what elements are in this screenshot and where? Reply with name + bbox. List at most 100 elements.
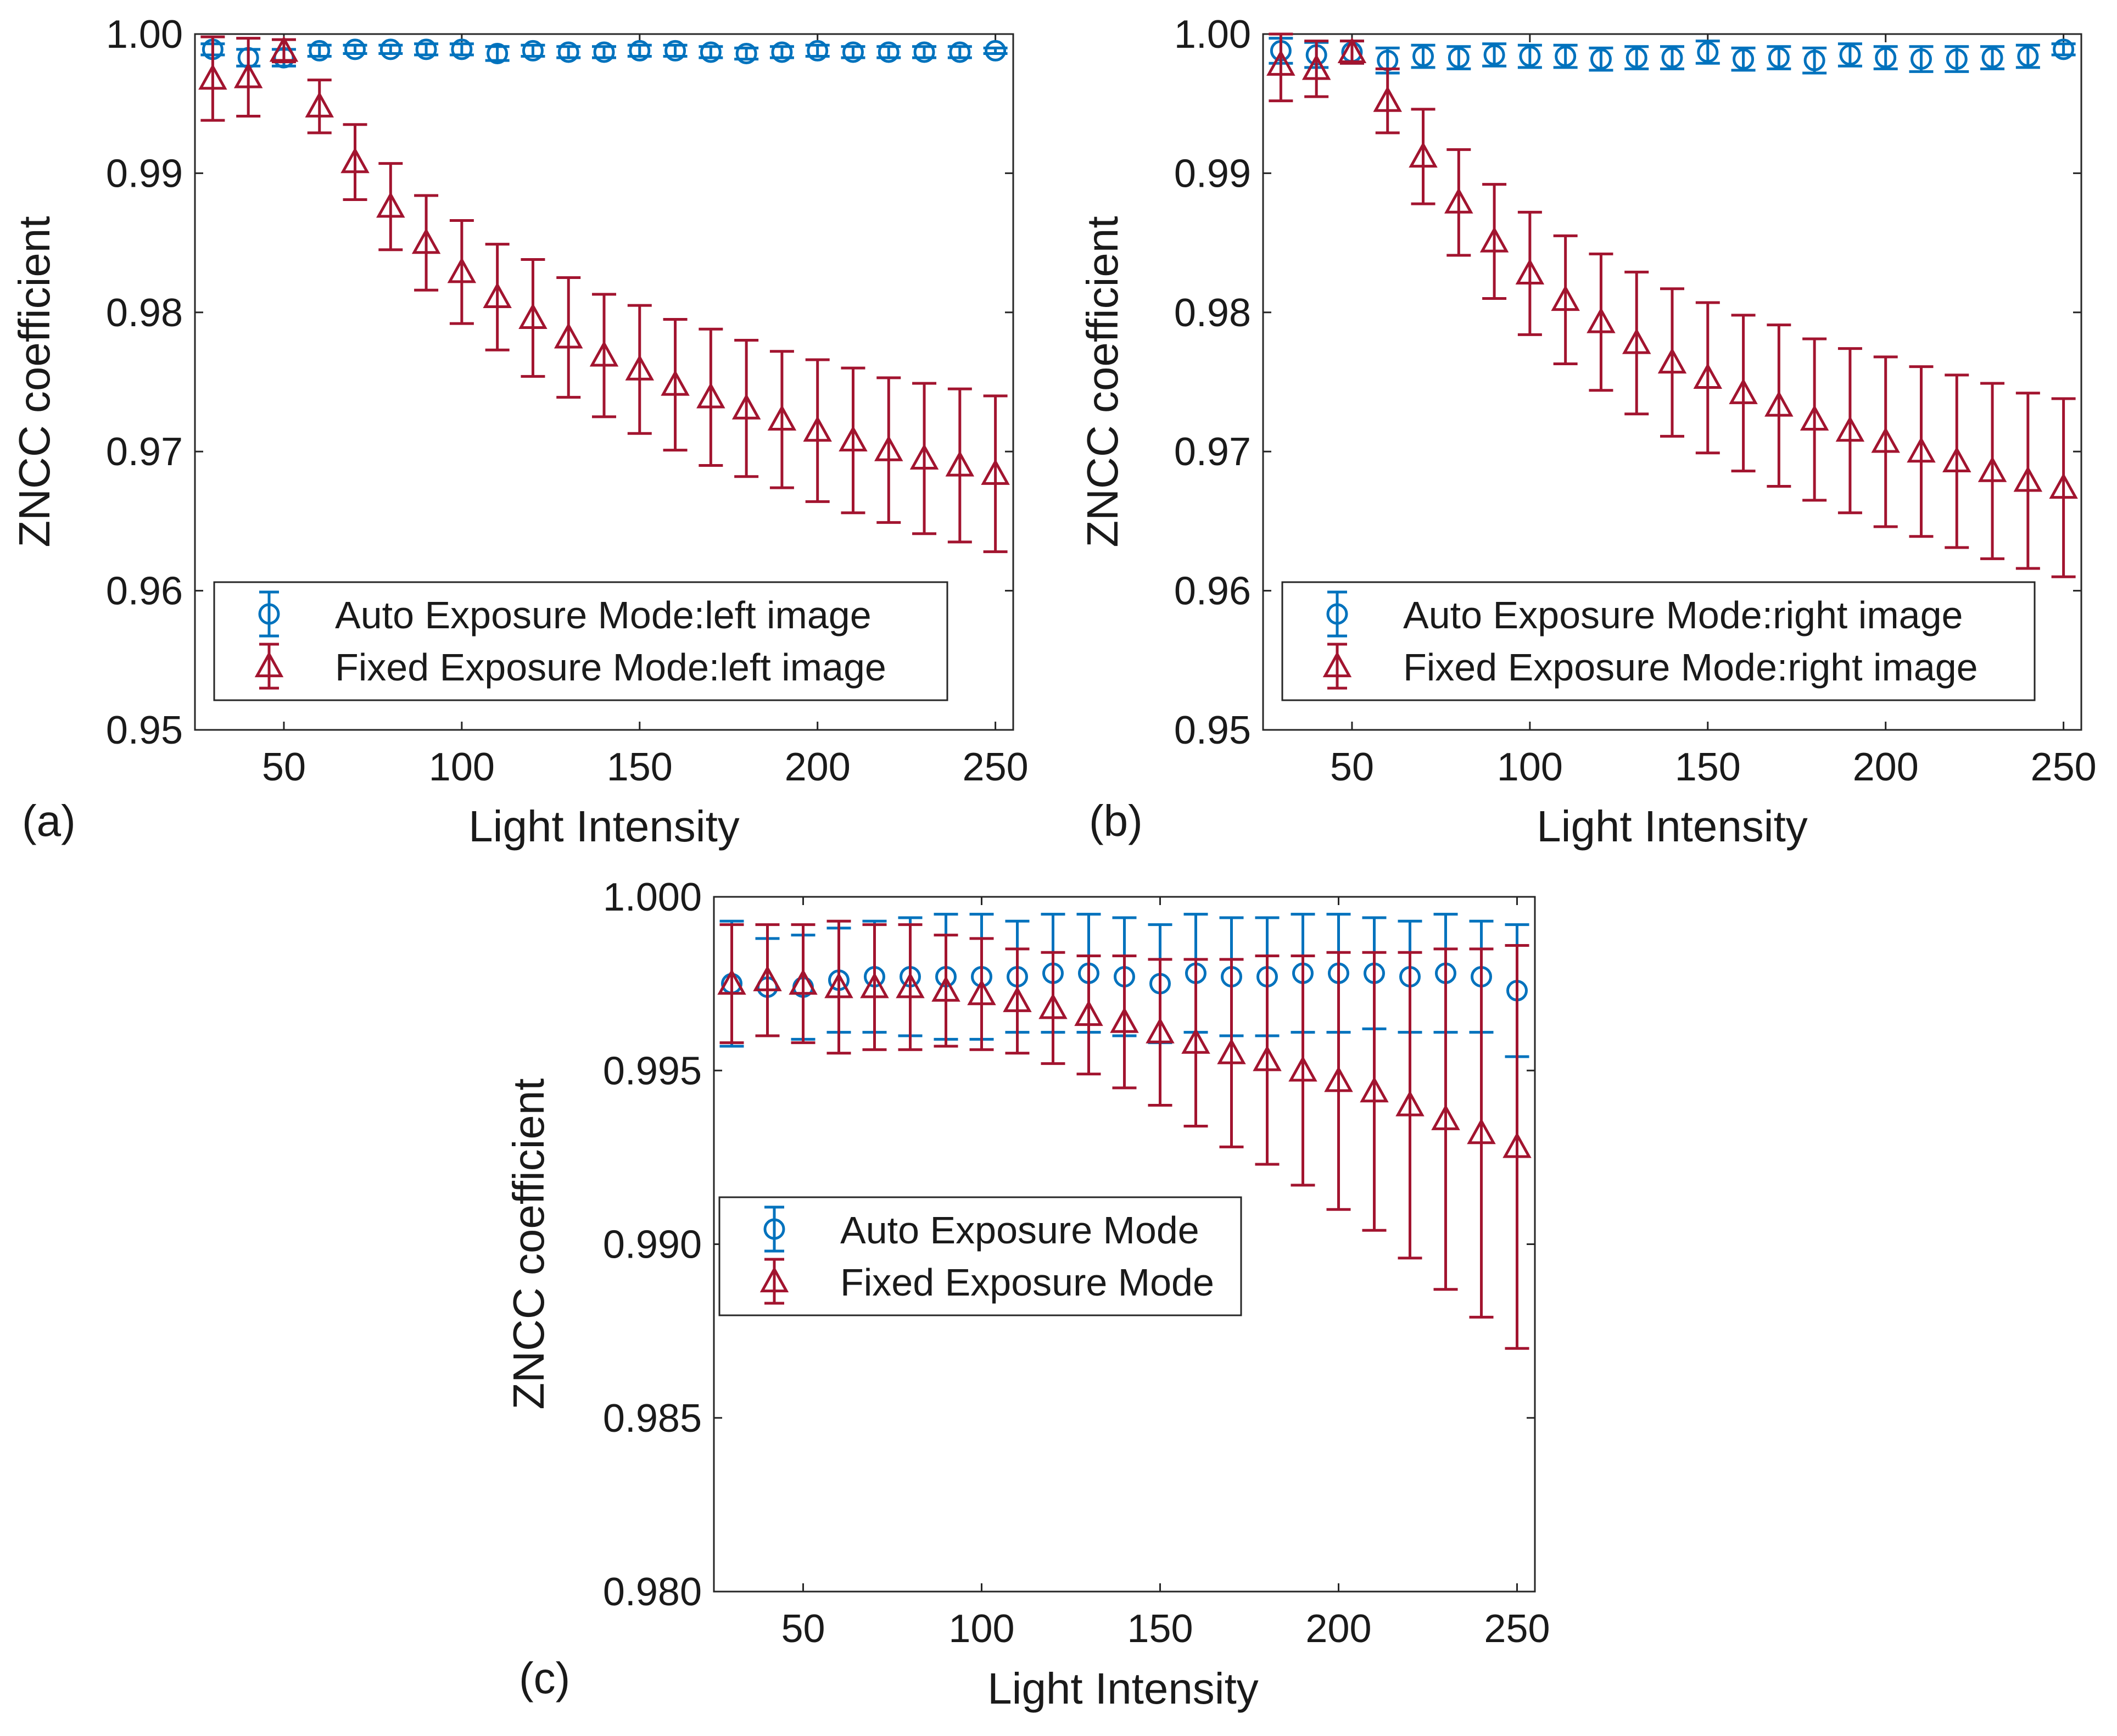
- panel-label: (c): [519, 1654, 570, 1702]
- data-point: [522, 40, 544, 62]
- data-point: [803, 416, 832, 442]
- data-point: [2053, 38, 2075, 60]
- data-point: [1519, 46, 1541, 68]
- y-axis-label: ZNCC coefficient: [10, 216, 59, 547]
- y-tick-label: 0.98: [106, 291, 183, 335]
- legend-marker: [759, 1266, 789, 1293]
- data-point: [233, 62, 263, 88]
- data-point: [198, 63, 227, 90]
- data-point: [305, 91, 334, 118]
- data-point: [1800, 404, 1829, 431]
- data-point: [700, 41, 722, 63]
- legend-label: Auto Exposure Mode:left image: [335, 594, 872, 637]
- data-point: [309, 40, 331, 62]
- legend-label: Auto Exposure Mode: [840, 1209, 1199, 1252]
- data-point: [945, 450, 975, 477]
- y-tick-label: 0.96: [1174, 570, 1251, 613]
- data-point: [269, 36, 299, 62]
- data-point: [1587, 307, 1616, 333]
- legend-marker: [1322, 651, 1352, 678]
- data-point: [771, 41, 793, 63]
- data-point: [767, 404, 797, 431]
- data-point: [1360, 1076, 1389, 1103]
- x-tick-label: 200: [785, 745, 851, 789]
- data-point: [860, 972, 889, 998]
- x-tick-label: 200: [1853, 745, 1919, 789]
- x-tick-label: 100: [429, 745, 495, 789]
- data-point: [1693, 362, 1723, 389]
- data-point: [1074, 1000, 1103, 1026]
- data-point: [593, 41, 615, 63]
- data-point: [1288, 1056, 1317, 1082]
- legend-box: [718, 1196, 1242, 1316]
- data-point: [554, 322, 583, 349]
- panel-label: (b): [1089, 796, 1143, 845]
- data-point: [967, 979, 996, 1006]
- y-axis-label: ZNCC coefficient: [1078, 216, 1127, 547]
- data-point: [1483, 44, 1505, 66]
- data-point: [1324, 1066, 1353, 1092]
- y-tick-label: 1.00: [1174, 13, 1251, 57]
- data-point: [1907, 437, 1936, 463]
- legend-label: Fixed Exposure Mode:left image: [335, 646, 886, 689]
- data-point: [447, 257, 477, 283]
- y-tick-label: 0.97: [1174, 430, 1251, 474]
- data-point: [1444, 187, 1473, 214]
- data-point: [1302, 54, 1331, 80]
- y-tick-label: 0.995: [603, 1049, 702, 1093]
- data-point: [909, 443, 939, 470]
- data-point: [874, 435, 903, 461]
- data-point: [789, 968, 818, 995]
- data-point: [1733, 48, 1755, 70]
- data-point: [1003, 986, 1032, 1012]
- x-tick-label: 150: [607, 745, 673, 789]
- data-point: [1502, 1132, 1532, 1158]
- x-axis-label: Light Intensity: [468, 802, 740, 851]
- data-point: [1871, 427, 1900, 453]
- data-point: [1479, 226, 1509, 253]
- legend-label: Auto Exposure Mode:right image: [1403, 594, 1963, 637]
- data-point: [1942, 446, 1971, 473]
- data-point: [518, 303, 548, 330]
- legend-box: [1281, 581, 2036, 701]
- y-tick-label: 0.97: [106, 430, 183, 474]
- x-tick-label: 100: [1497, 745, 1563, 789]
- data-point: [1661, 47, 1683, 69]
- x-axis-label: Light Intensity: [987, 1664, 1259, 1713]
- data-point: [664, 40, 686, 62]
- data-point: [1515, 258, 1545, 284]
- legend: Auto Exposure Mode:left image Fixed Expos…: [213, 581, 948, 701]
- series-fixed-exposure: [1266, 32, 2078, 578]
- x-tick-label: 150: [1675, 745, 1741, 789]
- x-tick-label: 50: [1330, 745, 1374, 789]
- data-point: [931, 975, 960, 1002]
- y-tick-label: 0.99: [1174, 152, 1251, 196]
- data-point: [1038, 993, 1068, 1019]
- y-tick-label: 0.95: [106, 708, 183, 752]
- data-point: [1373, 86, 1402, 112]
- data-point: [949, 41, 971, 63]
- data-point: [913, 41, 935, 63]
- panel-label: (a): [22, 796, 76, 845]
- y-tick-label: 0.98: [1174, 291, 1251, 335]
- x-tick-label: 150: [1127, 1607, 1193, 1651]
- y-tick-label: 1.00: [106, 13, 183, 57]
- data-point: [1835, 416, 1865, 442]
- y-axis-label: ZNCC coefficient: [504, 1078, 553, 1409]
- series-fixed-exposure: [198, 35, 1010, 554]
- legend-label: Fixed Exposure Mode: [840, 1261, 1214, 1304]
- y-tick-label: 0.95: [1174, 708, 1251, 752]
- data-point: [717, 968, 746, 995]
- data-point: [1729, 378, 1758, 404]
- data-point: [1266, 49, 1295, 76]
- data-point: [2013, 466, 2043, 492]
- chart-panel-c: 50 100 150 200 250 0.980 0.985 0.990 0.995 1.000 L…: [504, 875, 1550, 1713]
- data-point: [629, 40, 651, 62]
- legend-marker: [763, 1218, 785, 1240]
- data-point: [1697, 41, 1719, 63]
- legend-marker: [1326, 603, 1348, 625]
- y-tick-label: 0.985: [603, 1397, 702, 1441]
- data-point: [1448, 47, 1470, 69]
- x-tick-label: 100: [948, 1607, 1014, 1651]
- data-point: [731, 393, 761, 420]
